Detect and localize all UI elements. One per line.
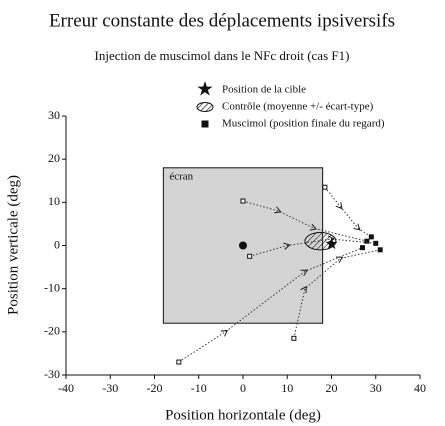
- final-gaze: [373, 240, 379, 246]
- x-tick-label: -10: [191, 381, 207, 395]
- legend-label: Contrôle (moyenne +/- écart-type): [222, 101, 374, 113]
- start-point: [240, 198, 246, 204]
- legend-square: [201, 120, 209, 128]
- x-tick-label: 40: [414, 381, 426, 395]
- y-tick-label: -30: [44, 367, 60, 381]
- trajectory: [249, 235, 376, 257]
- screen-label: écran: [169, 170, 193, 182]
- x-tick-label: -20: [147, 381, 163, 395]
- final-gaze: [368, 234, 374, 240]
- final-gaze: [377, 247, 383, 253]
- x-tick-label: -30: [102, 381, 118, 395]
- y-tick-label: 0: [54, 237, 60, 251]
- final-gaze: [359, 245, 365, 251]
- legend-star: ★: [196, 79, 214, 101]
- final-gaze: [364, 238, 370, 244]
- legend-label: Muscimol (position finale du regard): [222, 118, 385, 130]
- fixation-point: [239, 241, 247, 250]
- start-point: [176, 359, 182, 365]
- y-tick-label: 20: [48, 151, 60, 165]
- x-tick-label: 10: [281, 381, 293, 395]
- x-tick-label: 30: [370, 381, 382, 395]
- chart-subtitle: Injection de muscimol dans le NFc droit …: [95, 48, 350, 63]
- start-point: [247, 253, 253, 259]
- target: ★: [324, 236, 338, 253]
- y-axis-label: Position verticale (deg): [5, 175, 21, 315]
- chart-title: Erreur constante des déplacements ipsive…: [49, 10, 395, 31]
- start-point: [322, 184, 328, 190]
- trajectory: [324, 186, 372, 238]
- x-tick-label: 20: [326, 381, 338, 395]
- x-tick-label: -40: [58, 381, 74, 395]
- y-tick-label: 30: [48, 108, 60, 122]
- x-axis-label: Position horizontale (deg): [165, 407, 321, 423]
- y-tick-label: -10: [44, 280, 60, 294]
- x-tick-label: 0: [240, 381, 246, 395]
- legend-label: Position de la cible: [222, 84, 306, 96]
- control-ellipse: [304, 232, 337, 251]
- start-point: [291, 335, 297, 341]
- y-tick-label: 10: [48, 194, 60, 208]
- trajectory: [178, 247, 363, 363]
- y-tick-label: -20: [44, 324, 60, 338]
- trajectory: [242, 200, 368, 242]
- legend-ellipse: [196, 102, 214, 112]
